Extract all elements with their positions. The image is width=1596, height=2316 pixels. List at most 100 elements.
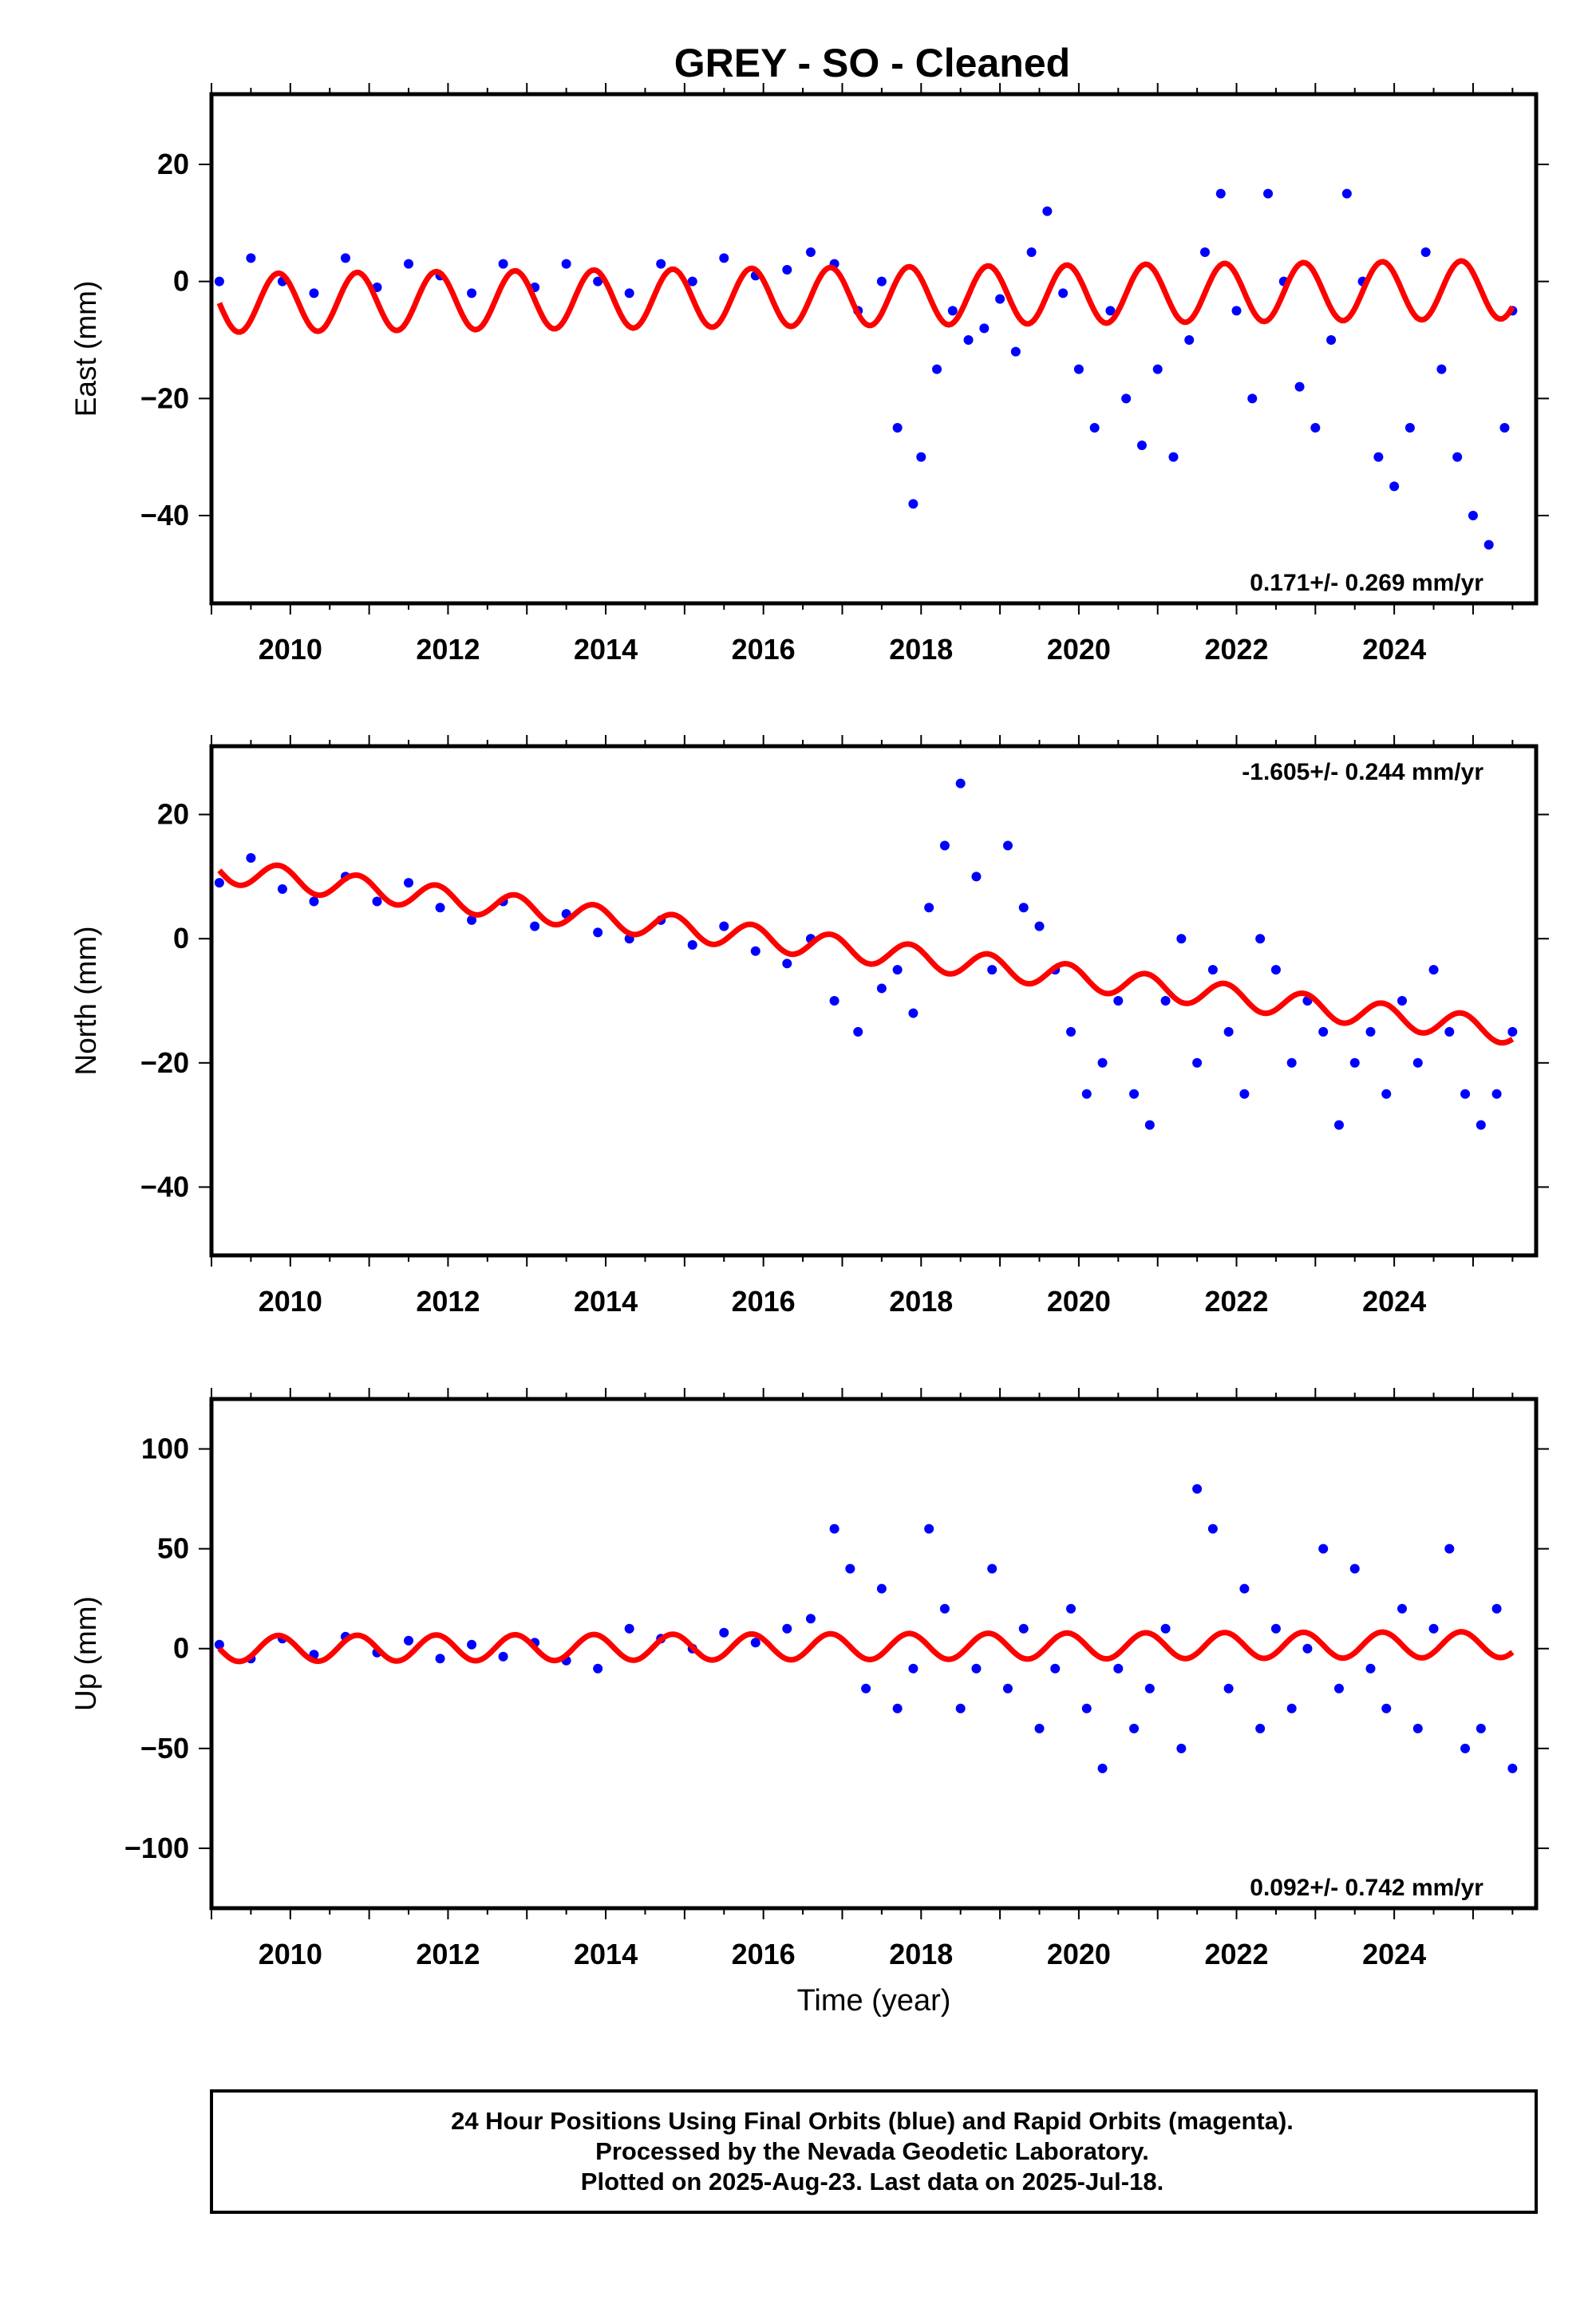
up-data-point — [1223, 1683, 1234, 1694]
east-data-point — [246, 253, 256, 263]
north-x-tick-label: 2022 — [1204, 1285, 1268, 1318]
north-data-point — [1255, 934, 1266, 944]
up-frame — [209, 1397, 1539, 1911]
north-data-point — [1318, 1026, 1329, 1037]
up-data-point — [435, 1654, 445, 1664]
up-data-point — [829, 1524, 839, 1534]
north-data-point — [924, 903, 934, 913]
east-data-point — [687, 276, 697, 287]
north-x-tick-label: 2014 — [574, 1285, 638, 1318]
east-data-point — [340, 253, 350, 263]
east-data-point — [1168, 452, 1179, 462]
up-data-point — [750, 1638, 760, 1648]
east-data-point — [916, 452, 926, 462]
east-data-point — [892, 423, 903, 433]
east-x-tick-label: 2022 — [1204, 633, 1268, 666]
north-data-point — [955, 778, 966, 788]
east-rate-label: 0.171+/- 0.269 mm/yr — [1250, 570, 1483, 596]
east-data-point — [561, 259, 571, 269]
east-data-point — [1468, 511, 1478, 520]
up-data-point — [1397, 1603, 1408, 1614]
up-data-point — [805, 1614, 816, 1624]
east-data-point — [1436, 364, 1447, 374]
east-data-point — [1200, 247, 1210, 257]
east-data-point — [1310, 423, 1321, 433]
up-data-point — [1034, 1723, 1045, 1733]
up-data-point — [1144, 1683, 1155, 1694]
north-data-point — [1223, 1026, 1234, 1037]
north-data-point — [435, 903, 445, 913]
east-data-point — [1042, 206, 1053, 216]
north-data-point — [971, 871, 982, 882]
north-data-point — [1270, 965, 1281, 975]
up-data-point — [498, 1651, 508, 1662]
east-y-tick-label: 0 — [173, 265, 189, 298]
up-data-point — [1097, 1763, 1108, 1773]
north-data-point — [1034, 921, 1045, 931]
east-data-point — [1073, 364, 1084, 374]
north-x-tick-label: 2016 — [732, 1285, 796, 1318]
north-data-point — [1397, 996, 1408, 1006]
east-plot-area — [214, 188, 1518, 550]
up-x-tick-label: 2010 — [259, 1938, 322, 1970]
east-data-point — [1389, 481, 1400, 492]
east-data-point — [1121, 393, 1132, 404]
up-data-point — [593, 1663, 603, 1674]
north-data-point — [908, 1008, 918, 1018]
north-data-point — [750, 946, 760, 956]
east-data-point — [593, 276, 603, 287]
up-data-point — [1333, 1683, 1344, 1694]
east-panel: 2010 2012 2014 2016 2018 2020 2022 2024 20 0 −20 −4… — [69, 83, 1549, 666]
north-model-curve — [217, 862, 1515, 1046]
up-y-tick-label: 50 — [157, 1532, 189, 1565]
east-y-tick-label: −20 — [140, 381, 189, 414]
east-x-tick-label: 2010 — [259, 633, 322, 666]
up-y-tick-label: 0 — [173, 1632, 189, 1665]
up-x-tick-label: 2014 — [574, 1938, 638, 1970]
north-y-tick-label: −40 — [140, 1170, 189, 1203]
up-panel: 2010 2012 2014 2016 2018 2020 2022 2024 100 50 0 −5… — [69, 1388, 1549, 2018]
up-data-point — [861, 1683, 871, 1694]
up-plot-area — [214, 1484, 1518, 1773]
north-y-tick-label: 20 — [157, 798, 189, 831]
north-data-point — [1097, 1057, 1108, 1068]
up-y-tick-label: −100 — [124, 1832, 189, 1864]
north-y-tick-label: 0 — [173, 922, 189, 954]
north-x-tick-label: 2010 — [259, 1285, 322, 1318]
up-data-point — [1476, 1723, 1486, 1733]
up-data-point — [1349, 1563, 1360, 1574]
up-data-point — [1302, 1643, 1313, 1654]
east-data-point — [805, 247, 816, 257]
east-data-point — [1499, 423, 1510, 433]
up-data-point — [1192, 1484, 1203, 1494]
up-data-point — [1365, 1663, 1376, 1674]
east-x-tick-label: 2018 — [889, 633, 953, 666]
up-data-point — [467, 1639, 477, 1650]
north-data-point — [1381, 1089, 1392, 1099]
east-frame — [209, 92, 1539, 606]
north-data-point — [309, 896, 319, 907]
up-data-point — [719, 1627, 729, 1638]
footer-line-3: Plotted on 2025-Aug-23. Last data on 202… — [581, 2168, 1163, 2195]
up-x-tick-label: 2020 — [1047, 1938, 1111, 1970]
east-data-point — [1105, 306, 1116, 316]
north-data-point — [782, 958, 792, 969]
east-data-point — [309, 288, 319, 298]
up-data-point — [624, 1623, 634, 1634]
east-data-point — [1231, 306, 1242, 316]
north-data-point — [593, 927, 603, 938]
north-data-point — [246, 853, 256, 864]
footer-line-2: Processed by the Nevada Geodetic Laborat… — [595, 2137, 1149, 2165]
up-x-tick-label: 2018 — [889, 1938, 953, 1970]
east-data-point — [1263, 188, 1274, 199]
up-data-point — [1428, 1623, 1439, 1634]
north-data-point — [987, 965, 998, 975]
north-data-point — [687, 939, 697, 950]
north-data-point — [1476, 1120, 1486, 1130]
east-data-point — [719, 253, 729, 263]
east-data-point — [467, 288, 477, 298]
north-data-point — [277, 883, 287, 894]
north-x-tick-label: 2012 — [416, 1285, 480, 1318]
north-data-point — [829, 996, 839, 1006]
up-data-point — [1160, 1623, 1171, 1634]
